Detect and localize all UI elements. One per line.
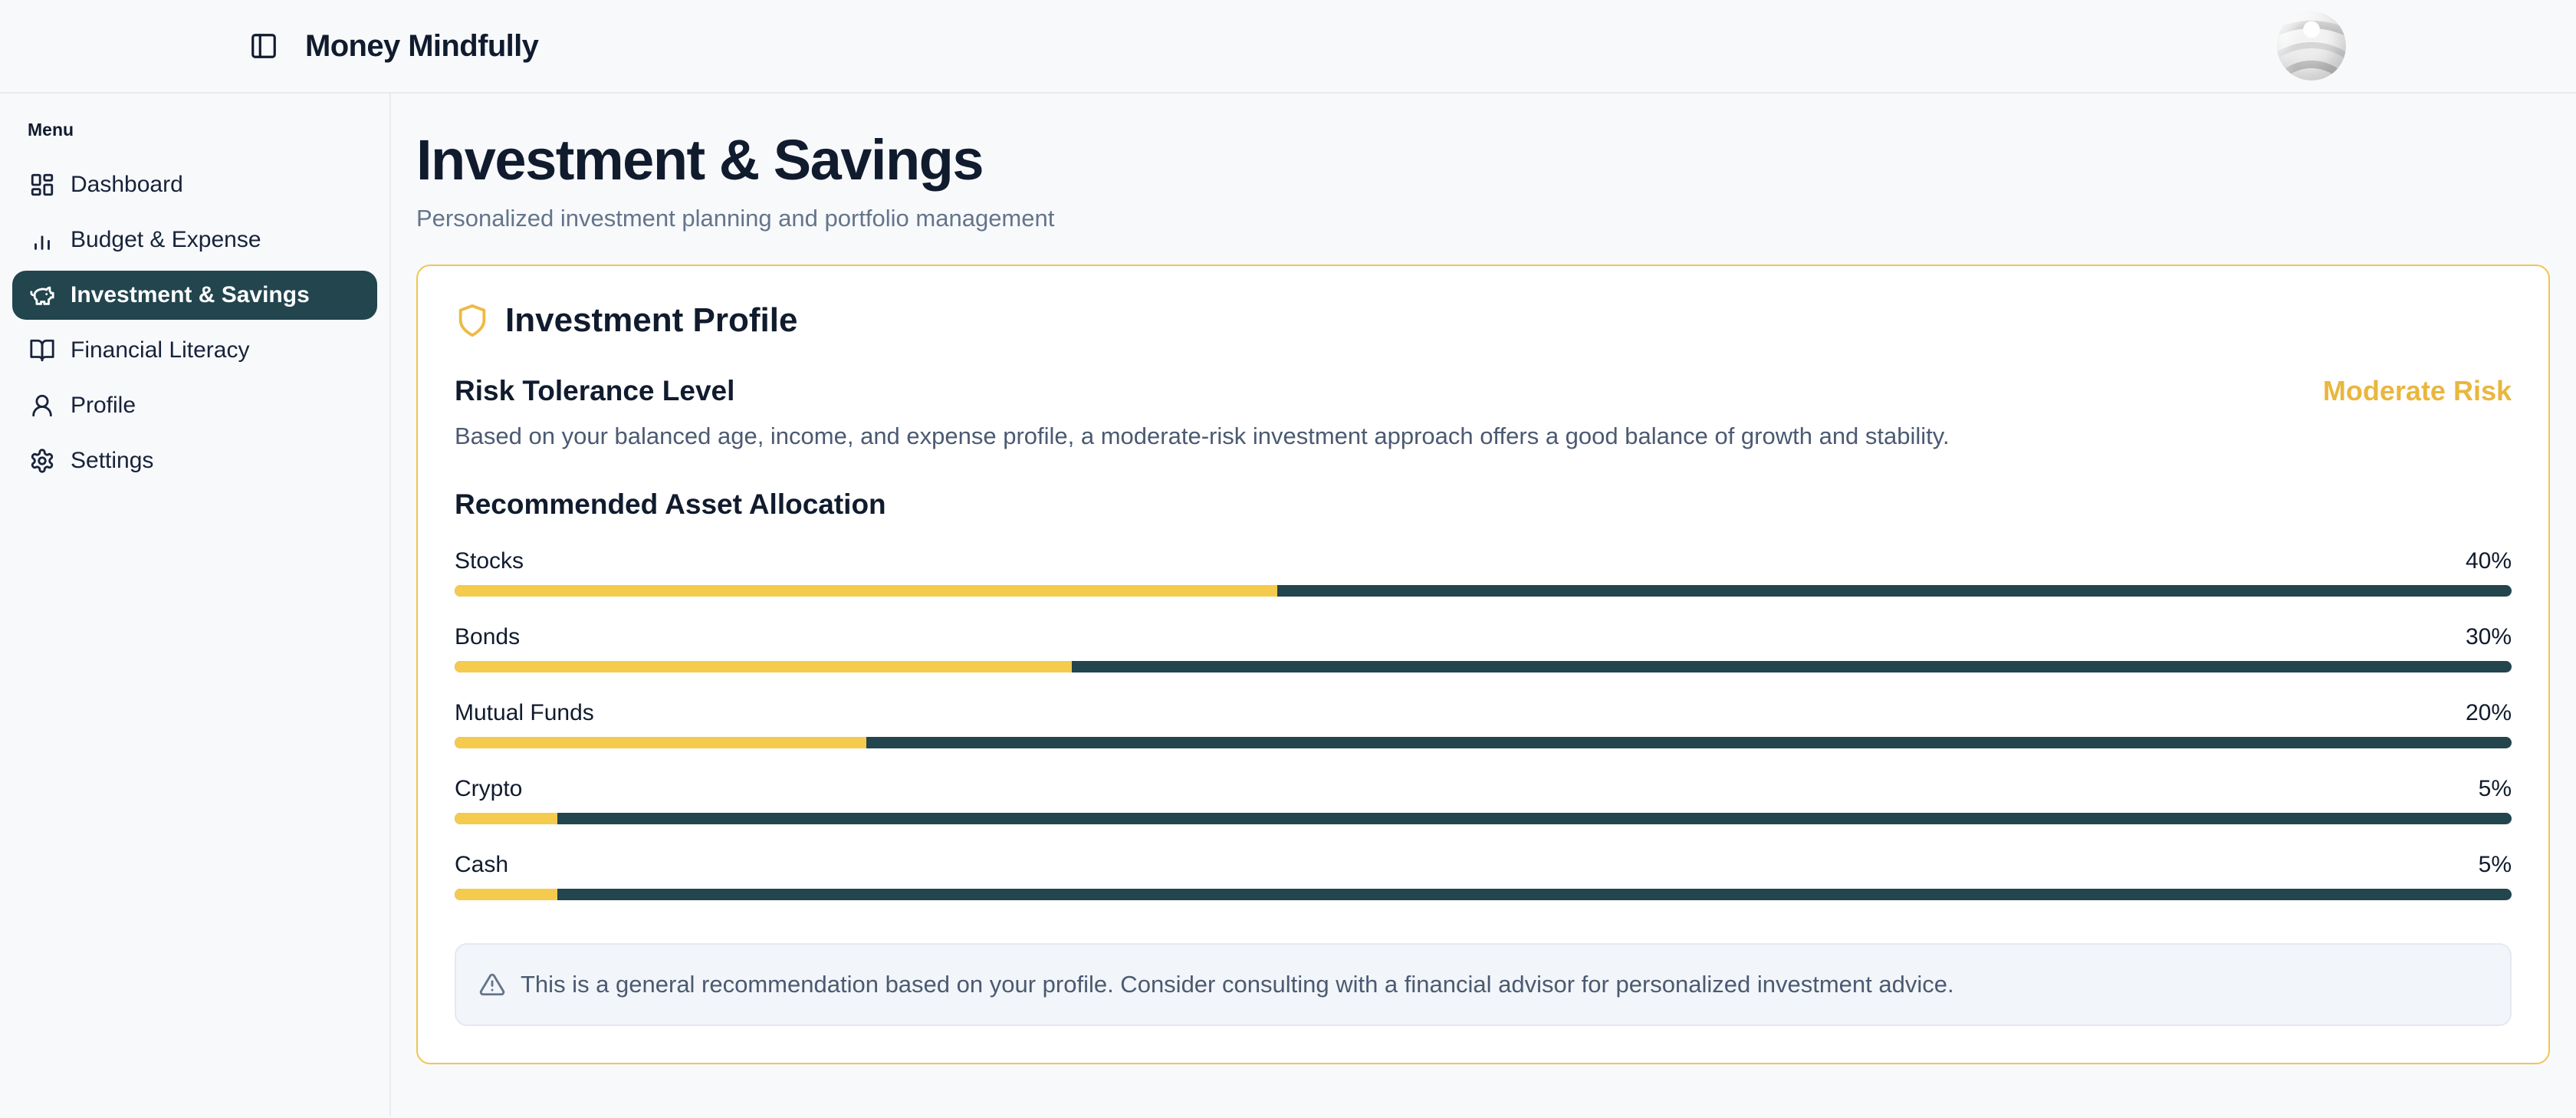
alert-triangle-icon <box>479 972 505 998</box>
shield-icon <box>455 303 490 338</box>
note-box: This is a general recommendation based o… <box>455 943 2512 1026</box>
allocation-bar-fill <box>455 889 558 900</box>
avatar[interactable] <box>2277 12 2346 81</box>
risk-heading: Risk Tolerance Level <box>455 375 735 406</box>
page-title: Investment & Savings <box>416 128 984 192</box>
sidebar-item-dashboard[interactable]: Dashboard <box>12 160 377 209</box>
sidebar-item-settings[interactable]: Settings <box>12 436 377 485</box>
app-header: Money Mindfully <box>0 0 2576 94</box>
allocation-row: Crypto 5% <box>455 776 2512 824</box>
sidebar-item-label: Settings <box>71 448 154 473</box>
app-title: Money Mindfully <box>305 28 539 63</box>
allocation-row: Cash 5% <box>455 852 2512 900</box>
dashboard-icon <box>29 172 55 198</box>
allocation-bar-fill <box>455 585 1278 597</box>
allocation-bar <box>455 661 2512 672</box>
allocation-label: Cash <box>455 852 509 877</box>
sidebar-item-financial-literacy[interactable]: Financial Literacy <box>12 326 377 375</box>
allocation-percent: 5% <box>2478 776 2512 801</box>
sidebar-item-label: Investment & Savings <box>71 282 310 307</box>
allocation-bar <box>455 889 2512 900</box>
card-header: Investment Profile <box>455 301 2512 340</box>
allocation-bar <box>455 585 2512 597</box>
sidebar-item-label: Budget & Expense <box>71 227 261 252</box>
risk-level-badge: Moderate Risk <box>2322 375 2512 406</box>
bar-chart-icon <box>29 227 55 253</box>
allocation-percent: 5% <box>2478 852 2512 877</box>
sidebar-nav: Dashboard Budget & Expense Investment & Sa… <box>12 160 377 485</box>
allocation-bar-fill <box>455 661 1072 672</box>
sidebar-menu-label: Menu <box>28 120 74 140</box>
card-title: Investment Profile <box>505 301 798 339</box>
allocation-label: Bonds <box>455 624 521 649</box>
allocation-row: Mutual Funds 20% <box>455 700 2512 748</box>
sidebar: Menu Dashboard Budget & Expense Investment… <box>0 94 391 1116</box>
allocation-percent: 30% <box>2465 624 2512 649</box>
sidebar-item-label: Profile <box>71 393 136 418</box>
investment-profile-card: Investment Profile Risk Tolerance Level … <box>416 265 2550 1064</box>
allocation-label: Mutual Funds <box>455 700 594 725</box>
allocation-heading: Recommended Asset Allocation <box>455 488 886 520</box>
allocation-label: Stocks <box>455 548 524 574</box>
gear-icon <box>29 448 55 474</box>
sidebar-item-label: Dashboard <box>71 172 183 197</box>
allocation-percent: 40% <box>2465 548 2512 574</box>
sidebar-item-profile[interactable]: Profile <box>12 381 377 430</box>
allocation-row: Bonds 30% <box>455 624 2512 672</box>
allocation-bar <box>455 737 2512 748</box>
allocation-bar-fill <box>455 813 558 824</box>
allocation-bar-fill <box>455 737 866 748</box>
allocation-label: Crypto <box>455 776 523 801</box>
sidebar-item-label: Financial Literacy <box>71 337 250 363</box>
allocation-list: Stocks 40% Bonds 30% Mutual Funds 20% Crypto 5%… <box>455 548 2512 900</box>
sidebar-toggle-button[interactable] <box>244 26 284 66</box>
allocation-percent: 20% <box>2465 700 2512 725</box>
page-subtitle: Personalized investment planning and por… <box>416 205 1055 232</box>
user-icon <box>29 393 55 419</box>
allocation-row: Stocks 40% <box>455 548 2512 597</box>
sidebar-item-budget-expense[interactable]: Budget & Expense <box>12 215 377 265</box>
allocation-bar <box>455 813 2512 824</box>
risk-row: Risk Tolerance Level Moderate Risk <box>455 375 2512 407</box>
risk-description: Based on your balanced age, income, and … <box>455 423 1950 449</box>
piggy-bank-icon <box>29 282 55 308</box>
panel-left-icon <box>249 31 278 61</box>
book-open-icon <box>29 337 55 363</box>
main-content: Investment & Savings Personalized invest… <box>391 94 2576 1116</box>
note-text: This is a general recommendation based o… <box>521 971 1954 998</box>
sidebar-item-investment-savings[interactable]: Investment & Savings <box>12 271 377 320</box>
app-shell: Menu Dashboard Budget & Expense Investment… <box>0 94 2576 1116</box>
